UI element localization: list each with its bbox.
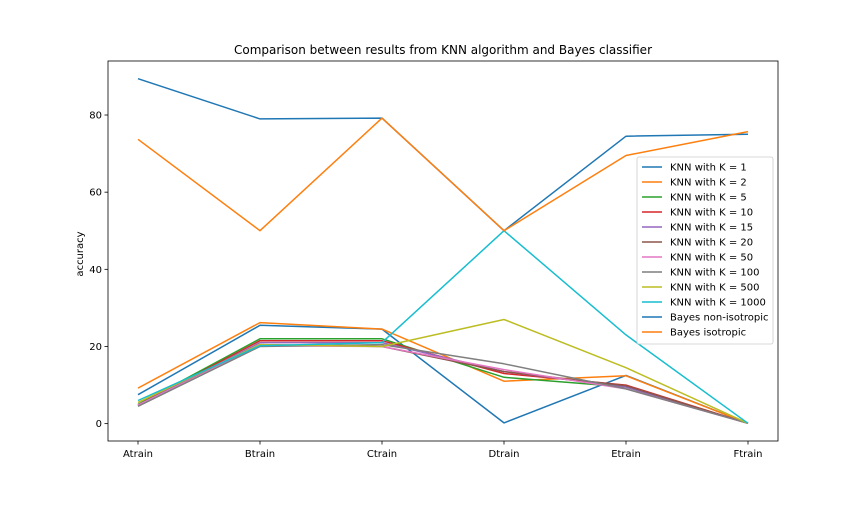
y-tick-label: 20 <box>89 342 102 353</box>
series-line-8 <box>137 343 749 425</box>
y-tick-label: 60 <box>89 188 102 199</box>
x-tick-label: Ftrain <box>733 449 762 460</box>
y-tick-label: 0 <box>96 419 102 430</box>
chart-title: Comparison between results from KNN algo… <box>234 43 652 57</box>
x-tick-label: Atrain <box>123 449 153 460</box>
legend: KNN with K = 1 KNN with K = 2 KNN with K =… <box>636 156 774 345</box>
legend-label: Bayes isotropic <box>670 328 746 339</box>
series-line-5 <box>137 341 749 425</box>
legend-label: KNN with K = 100 <box>670 268 759 279</box>
series-lines <box>137 77 749 425</box>
legend-label: Bayes non-isotropic <box>670 313 769 324</box>
legend-label: KNN with K = 50 <box>670 253 753 264</box>
x-tick-label: Etrain <box>611 449 641 460</box>
legend-label: KNN with K = 1000 <box>670 298 766 309</box>
legend-label: KNN with K = 2 <box>670 178 747 189</box>
x-tick-label: Btrain <box>245 449 275 460</box>
legend-label: KNN with K = 500 <box>670 283 759 294</box>
x-tick-label: Ctrain <box>367 449 397 460</box>
legend-label: KNN with K = 1 <box>670 163 747 174</box>
legend-label: KNN with K = 10 <box>670 208 753 219</box>
y-tick-label: 80 <box>89 111 102 122</box>
plot-frame <box>107 60 779 442</box>
y-tick-label: 40 <box>89 265 102 276</box>
legend-label: KNN with K = 20 <box>670 238 753 249</box>
x-tick-label: Dtrain <box>489 449 520 460</box>
y-axis-label: accuracy <box>75 231 86 276</box>
series-line-10 <box>137 229 749 424</box>
axes: 0 20 40 60 80 Atrain Btrain Ctrain Dtrain Etrain F… <box>89 60 779 460</box>
series-line-2 <box>137 321 749 424</box>
legend-box <box>636 156 774 345</box>
legend-label: KNN with K = 15 <box>670 223 753 234</box>
legend-label: KNN with K = 5 <box>670 193 747 204</box>
series-line-12 <box>137 117 749 232</box>
